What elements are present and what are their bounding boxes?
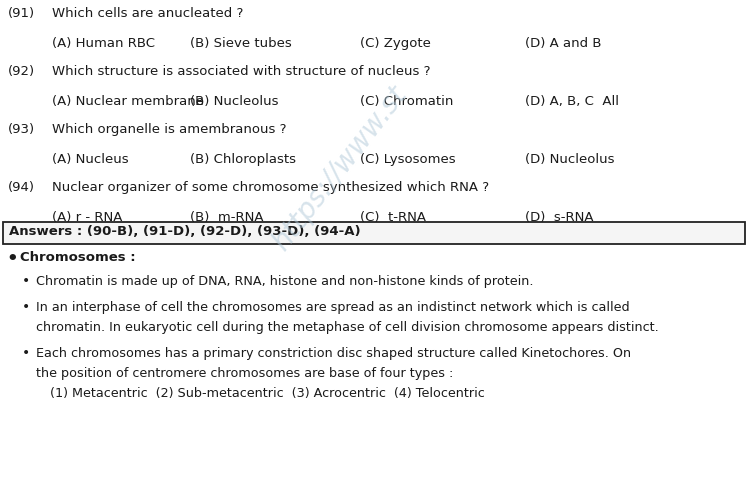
Text: (C)  t-RNA: (C) t-RNA bbox=[360, 211, 426, 224]
Text: (B) Sieve tubes: (B) Sieve tubes bbox=[190, 37, 292, 50]
Text: (C) Lysosomes: (C) Lysosomes bbox=[360, 153, 455, 166]
Text: •: • bbox=[6, 250, 18, 268]
Text: (94): (94) bbox=[8, 181, 35, 194]
Text: chromatin. In eukaryotic cell during the metaphase of cell division chromosome a: chromatin. In eukaryotic cell during the… bbox=[36, 321, 658, 334]
Text: (B) Nucleolus: (B) Nucleolus bbox=[190, 95, 278, 108]
Text: Chromatin is made up of DNA, RNA, histone and non-histone kinds of protein.: Chromatin is made up of DNA, RNA, histon… bbox=[36, 275, 533, 288]
Text: (92): (92) bbox=[8, 65, 35, 78]
Text: Which organelle is amembranous ?: Which organelle is amembranous ? bbox=[52, 123, 286, 136]
Text: (D) Nucleolus: (D) Nucleolus bbox=[525, 153, 614, 166]
Text: (B)  m-RNA: (B) m-RNA bbox=[190, 211, 263, 224]
Text: (C) Chromatin: (C) Chromatin bbox=[360, 95, 453, 108]
Text: (A) r - RNA: (A) r - RNA bbox=[52, 211, 122, 224]
Text: •: • bbox=[22, 300, 30, 314]
Text: https://www.st: https://www.st bbox=[267, 81, 413, 255]
Text: the position of centromere chromosomes are base of four types :: the position of centromere chromosomes a… bbox=[36, 367, 453, 380]
Text: Each chromosomes has a primary constriction disc shaped structure called Kinetoc: Each chromosomes has a primary constrict… bbox=[36, 347, 632, 360]
FancyBboxPatch shape bbox=[3, 222, 745, 244]
Text: Answers : (90-B), (91-D), (92-D), (93-D), (94-A): Answers : (90-B), (91-D), (92-D), (93-D)… bbox=[9, 225, 361, 238]
Text: Which cells are anucleated ?: Which cells are anucleated ? bbox=[52, 7, 243, 20]
Text: Nuclear organizer of some chromosome synthesized which RNA ?: Nuclear organizer of some chromosome syn… bbox=[52, 181, 489, 194]
Text: (A) Human RBC: (A) Human RBC bbox=[52, 37, 155, 50]
Text: (D) A, B, C  All: (D) A, B, C All bbox=[525, 95, 619, 108]
Text: •: • bbox=[22, 274, 30, 288]
Text: •: • bbox=[22, 346, 30, 360]
Text: Chromosomes :: Chromosomes : bbox=[20, 251, 136, 264]
Text: (1) Metacentric  (2) Sub-metacentric  (3) Acrocentric  (4) Telocentric: (1) Metacentric (2) Sub-metacentric (3) … bbox=[50, 387, 484, 400]
Text: (C) Zygote: (C) Zygote bbox=[360, 37, 430, 50]
Text: Which structure is associated with structure of nucleus ?: Which structure is associated with struc… bbox=[52, 65, 430, 78]
Text: In an interphase of cell the chromosomes are spread as an indistinct network whi: In an interphase of cell the chromosomes… bbox=[36, 301, 630, 314]
Text: (D) A and B: (D) A and B bbox=[525, 37, 602, 50]
Text: (A) Nucleus: (A) Nucleus bbox=[52, 153, 129, 166]
Text: (D)  s-RNA: (D) s-RNA bbox=[525, 211, 593, 224]
Text: (91): (91) bbox=[8, 7, 35, 20]
Text: (A) Nuclear membrane: (A) Nuclear membrane bbox=[52, 95, 204, 108]
Text: (B) Chloroplasts: (B) Chloroplasts bbox=[190, 153, 296, 166]
Text: (93): (93) bbox=[8, 123, 35, 136]
